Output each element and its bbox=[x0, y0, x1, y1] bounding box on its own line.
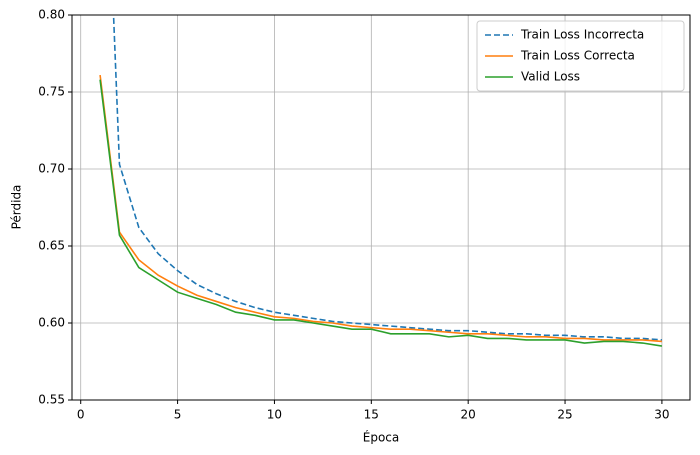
x-tick-label: 10 bbox=[267, 408, 282, 422]
y-tick-label: 0.70 bbox=[38, 162, 65, 176]
legend-label: Valid Loss bbox=[521, 70, 580, 84]
y-tick-label: 0.80 bbox=[38, 8, 65, 22]
x-tick-label: 15 bbox=[364, 408, 379, 422]
x-tick-label: 5 bbox=[174, 408, 182, 422]
line-series bbox=[112, 15, 662, 341]
legend-label: Train Loss Correcta bbox=[520, 49, 635, 63]
line-series bbox=[99, 74, 662, 343]
plot-frame bbox=[71, 14, 691, 401]
x-tick-label: 0 bbox=[77, 408, 85, 422]
legend-box bbox=[476, 20, 685, 92]
x-axis-label: Época bbox=[363, 430, 400, 445]
x-tick-label: 30 bbox=[654, 408, 669, 422]
x-tick-label: 20 bbox=[461, 408, 476, 422]
line-series bbox=[99, 79, 663, 347]
x-tick-label: 25 bbox=[557, 408, 572, 422]
y-axis-label: Pérdida bbox=[10, 185, 24, 230]
plot-lines bbox=[99, 15, 663, 347]
y-tick-label: 0.60 bbox=[38, 316, 65, 330]
y-tick-label: 0.75 bbox=[38, 85, 65, 99]
y-tick-label: 0.55 bbox=[38, 393, 65, 407]
y-tick-label: 0.65 bbox=[38, 239, 65, 253]
legend-label: Train Loss Incorrecta bbox=[520, 28, 644, 42]
